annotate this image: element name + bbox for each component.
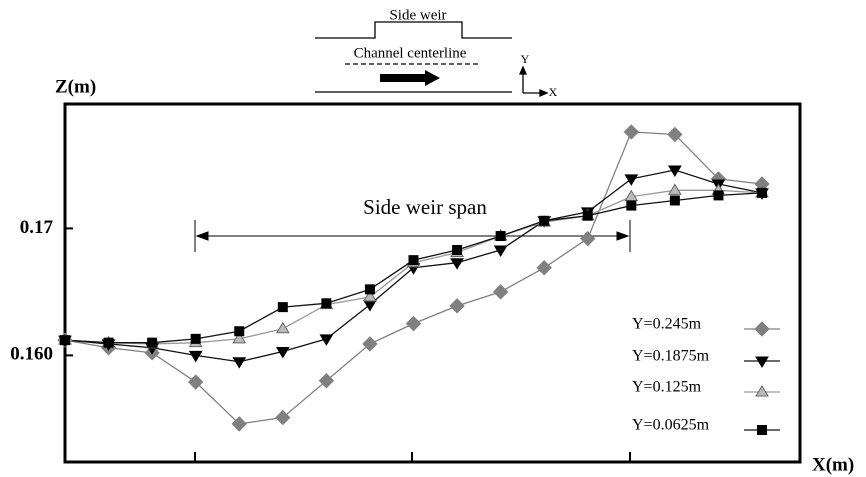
data-point xyxy=(669,195,680,206)
data-point xyxy=(667,183,682,195)
legend-label: Y=0.245m xyxy=(632,316,702,333)
data-point xyxy=(190,333,201,344)
data-point xyxy=(623,124,640,140)
axis-glyph-x-head xyxy=(539,89,549,97)
legend-marker xyxy=(755,356,769,368)
data-point xyxy=(667,126,683,143)
legend-marker xyxy=(754,321,770,337)
data-point xyxy=(364,284,375,295)
data-point xyxy=(667,165,682,177)
span-label: Side weir span xyxy=(363,195,487,219)
data-point xyxy=(713,190,724,201)
schematic xyxy=(315,21,549,97)
data-point xyxy=(232,331,247,344)
data-point xyxy=(147,337,158,348)
plot-frame xyxy=(63,102,802,464)
data-point xyxy=(536,260,552,276)
data-point xyxy=(275,347,290,359)
data-point xyxy=(319,334,334,346)
data-point xyxy=(624,174,639,186)
data-point xyxy=(60,335,70,346)
centerline-label: Channel centerline xyxy=(354,45,467,61)
data-point xyxy=(449,298,465,314)
data-point xyxy=(492,284,509,300)
data-point xyxy=(757,187,767,198)
data-point xyxy=(452,244,463,255)
data-point xyxy=(277,302,288,313)
data-point xyxy=(188,350,203,363)
data-point xyxy=(450,258,464,270)
data-point xyxy=(103,337,114,348)
data-point xyxy=(318,373,335,389)
span-head xyxy=(616,231,630,241)
data-point xyxy=(363,289,377,302)
span-arrow xyxy=(194,220,631,252)
data-point xyxy=(582,210,593,221)
flow-arrow xyxy=(380,70,440,86)
legend-label: Y=0.0625m xyxy=(632,417,710,434)
data-point xyxy=(231,416,247,432)
data-point xyxy=(321,298,332,309)
data-point xyxy=(580,230,596,247)
legend-marker xyxy=(757,425,767,435)
span-head xyxy=(195,231,209,241)
data-point xyxy=(539,215,550,226)
data-point xyxy=(405,315,422,332)
data-point xyxy=(626,200,637,211)
data-point xyxy=(493,245,508,257)
data-point xyxy=(275,409,291,426)
legend-label: Y=0.1875m xyxy=(632,348,710,365)
axis-glyph-y-head xyxy=(519,65,527,75)
y-axis-label: Z(m) xyxy=(55,76,96,97)
y-tick-label: 0.17 xyxy=(20,217,54,238)
legend-marker xyxy=(755,385,769,397)
data-point xyxy=(234,326,245,337)
weir-outline xyxy=(315,21,512,39)
data-point xyxy=(232,357,247,369)
data-point xyxy=(362,336,378,352)
legend-label: Y=0.125m xyxy=(632,379,702,396)
data-point xyxy=(275,321,290,334)
data-point xyxy=(495,231,506,242)
data-point xyxy=(408,255,419,266)
y-tick-label: 0.160 xyxy=(10,344,53,365)
glyph-x-label: X xyxy=(549,85,558,99)
weir-label: Side weir xyxy=(389,7,446,23)
data-point xyxy=(363,300,377,312)
x-axis-label: X(m) xyxy=(812,454,854,475)
glyph-y-label: Y xyxy=(521,52,530,66)
x-ticks xyxy=(194,452,631,462)
data-point xyxy=(187,374,204,390)
